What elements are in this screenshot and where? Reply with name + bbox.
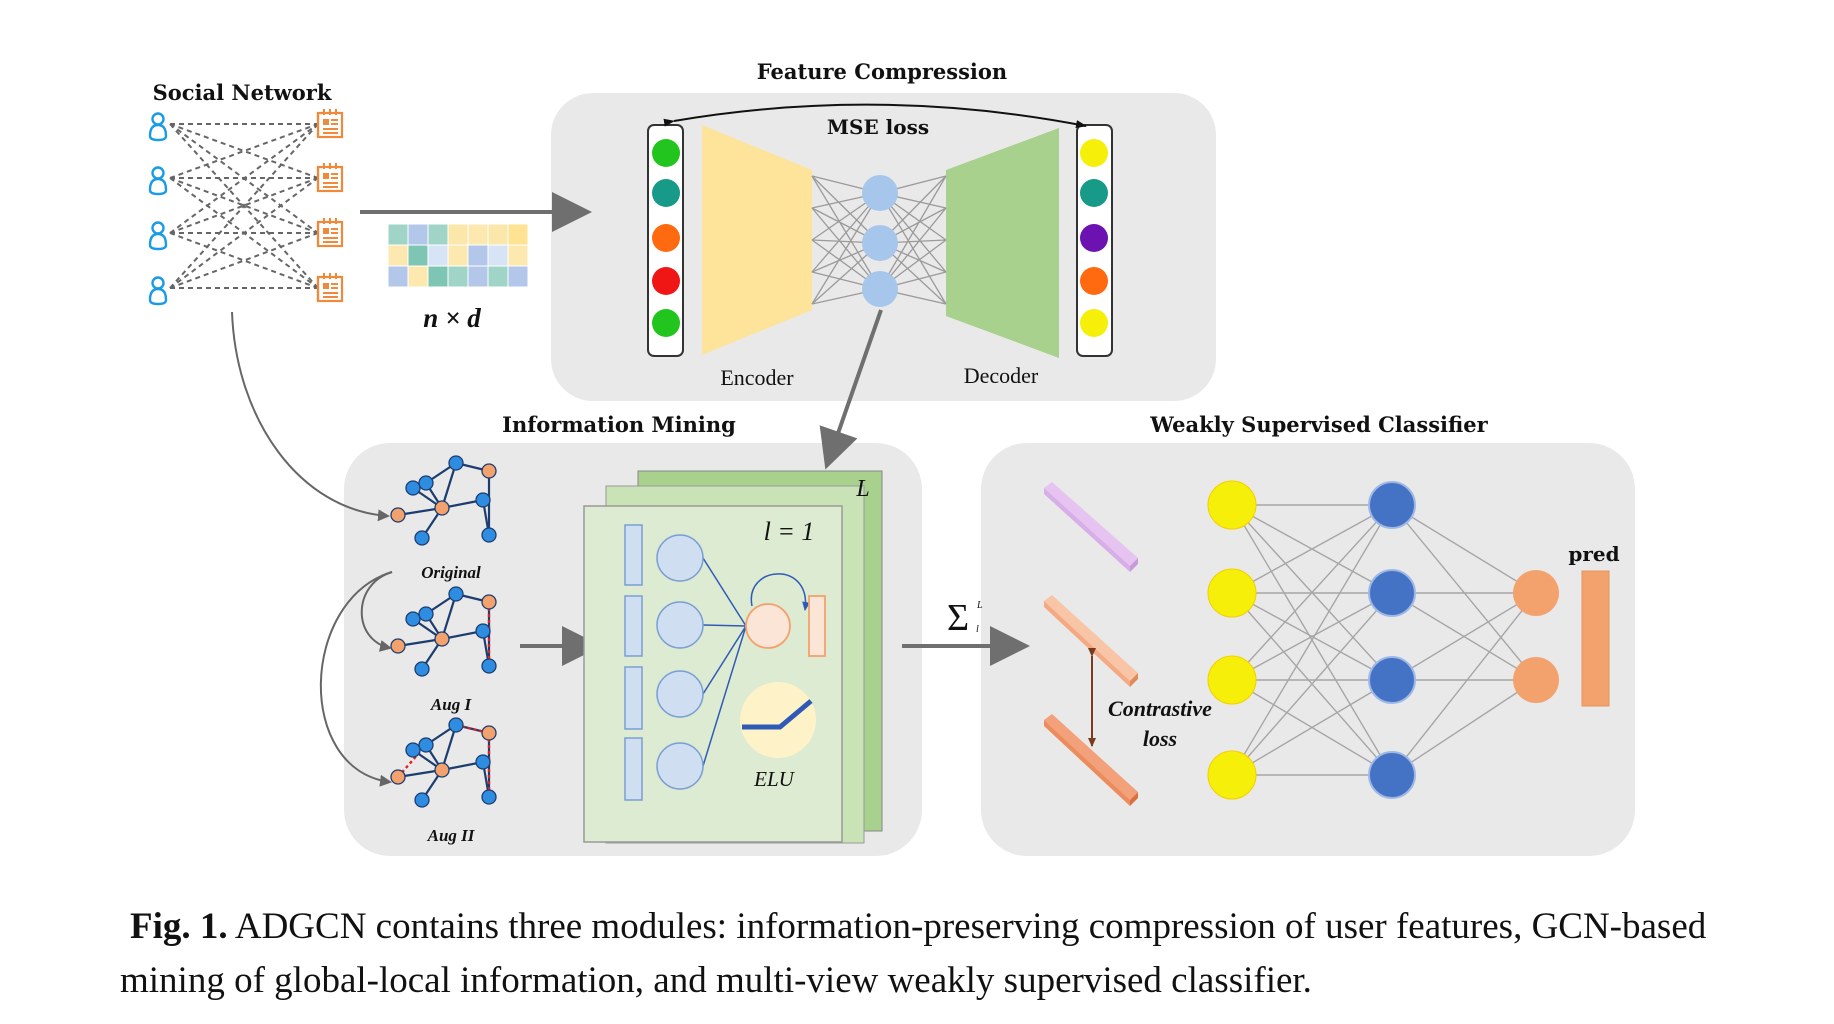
user-icon: [148, 112, 168, 142]
view-embedding-1: [1044, 482, 1138, 572]
layer-1-label: l = 1: [764, 517, 815, 546]
output-feature-node: [1080, 179, 1108, 207]
mse-loss-label: MSE loss: [827, 115, 929, 139]
graph-view: [390, 717, 497, 808]
gcn-target-node: [745, 603, 791, 649]
classifier-hidden-node: [1368, 656, 1416, 704]
decoder-trapezoid: [946, 128, 1059, 358]
output-feature-node: [1080, 139, 1108, 167]
output-feature-nodes: [1080, 139, 1108, 337]
classifier-input-node: [1207, 480, 1257, 530]
mse-loss-arrow: [663, 103, 1087, 129]
gcn-output-bar: [808, 595, 826, 657]
latent-node: [862, 225, 898, 261]
pred-label: pred: [1568, 542, 1619, 566]
graph-views: [390, 455, 497, 808]
contrastive-loss-label-line1: Contrastive: [1108, 696, 1212, 721]
classifier-edges: [1231, 504, 1537, 776]
gcn-neighbor-edges: [702, 557, 747, 767]
encoder-trapezoid: [702, 125, 812, 355]
classifier-hidden-node: [1368, 751, 1416, 799]
elu-label: ELU: [753, 767, 796, 791]
latent-connections: [811, 175, 947, 305]
feature-matrix: [387, 223, 529, 288]
figure-caption: Fig. 1. ADGCN contains three modules: in…: [120, 900, 1760, 1008]
social-network-title: Social Network: [153, 80, 332, 105]
gcn-neighbor-nodes: [656, 534, 704, 790]
classifier-input-node: [1207, 750, 1257, 800]
bipartite-edges: [169, 123, 319, 289]
input-feature-node: [652, 224, 680, 252]
caption-label: Fig. 1.: [130, 906, 228, 947]
sum-subscript: l: [976, 624, 979, 635]
input-feature-node: [652, 267, 680, 295]
sum-superscript: L: [976, 600, 983, 611]
latent-node: [862, 271, 898, 307]
input-feature-node: [652, 179, 680, 207]
view-label-aug-2: Aug II: [427, 826, 476, 845]
contrastive-loss-label-line2: loss: [1143, 726, 1177, 751]
input-feature-node: [652, 309, 680, 337]
decoder-label: Decoder: [964, 363, 1039, 388]
caption-text: ADGCN contains three modules: informatio…: [120, 906, 1707, 1001]
gcn-layer-1: [583, 505, 843, 843]
graph-view: [390, 586, 497, 677]
classifier-nodes: [1207, 480, 1559, 800]
matrix-dimension-label: n × d: [423, 303, 481, 333]
prediction-bar: [1581, 570, 1610, 707]
classifier-panel: [981, 443, 1635, 856]
sum-symbol: Σ: [947, 597, 969, 639]
document-icon: [316, 107, 344, 139]
graph-view: [390, 455, 497, 546]
user-icon: [148, 166, 168, 196]
classifier-output-node: [1513, 570, 1559, 616]
gcn-feature-bars: [624, 524, 643, 801]
classifier-hidden-node: [1368, 481, 1416, 529]
view-label-aug-1: Aug I: [430, 695, 473, 714]
layer-L-label: L: [855, 476, 869, 502]
arrow-latent-to-mining: [819, 309, 883, 470]
view-label-original: Original: [421, 563, 481, 582]
classifier-title: Weakly Supervised Classifier: [1149, 412, 1488, 437]
view-embedding-3: [1044, 714, 1138, 806]
elu-curve: [742, 699, 813, 730]
output-feature-node: [1080, 309, 1108, 337]
arrow-to-original-graph: [231, 311, 390, 522]
input-feature-node: [652, 139, 680, 167]
input-feature-nodes: [652, 139, 680, 337]
document-icon: [316, 216, 344, 248]
encoder-label: Encoder: [720, 365, 794, 390]
output-feature-node: [1080, 267, 1108, 295]
document-icon: [316, 271, 344, 303]
user-icon: [148, 276, 168, 306]
latent-nodes: [862, 175, 898, 307]
output-feature-node: [1080, 224, 1108, 252]
classifier-hidden-node: [1368, 569, 1416, 617]
classifier-output-node: [1513, 657, 1559, 703]
elu-activation-node: [740, 682, 816, 758]
classifier-input-node: [1207, 655, 1257, 705]
self-loop-arrow: [750, 573, 811, 611]
document-icon: [316, 161, 344, 193]
latent-node: [862, 175, 898, 211]
information-mining-title: Information Mining: [502, 412, 736, 437]
view-embedding-2: [1044, 595, 1138, 687]
feature-compression-title: Feature Compression: [757, 59, 1007, 84]
classifier-input-node: [1207, 568, 1257, 618]
arrow-original-to-aug2: [319, 571, 393, 787]
user-icon: [148, 221, 168, 251]
social-network-graph: [148, 107, 344, 306]
arrow-original-to-aug1: [360, 571, 393, 652]
